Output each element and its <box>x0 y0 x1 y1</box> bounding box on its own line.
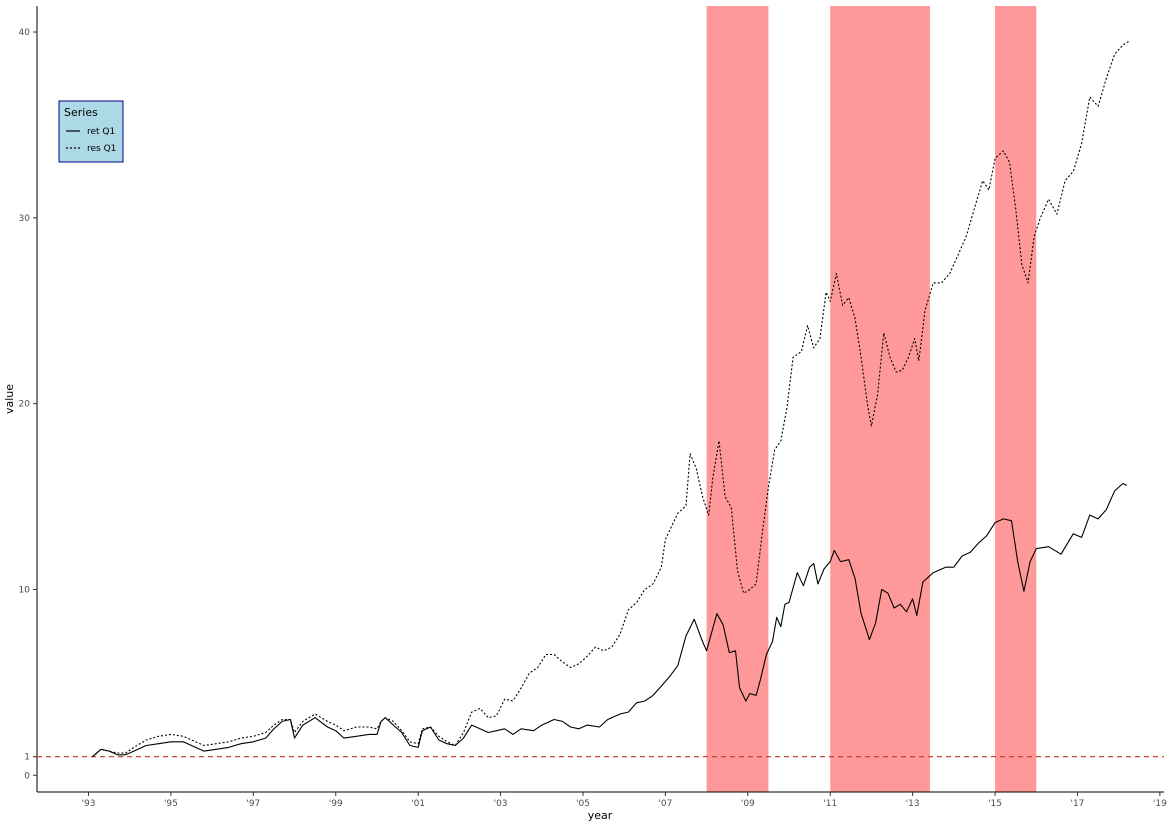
x-tick-label: '07 <box>658 799 672 809</box>
x-tick-label: '19 <box>1153 799 1167 809</box>
x-axis-ticks: '93 '95 '97 '99 '01 '03 '05 '07 '09 '11 '13 '15 '17 '… <box>82 792 1167 809</box>
legend-title: Series <box>64 106 98 119</box>
y-axis-ticks: 0 1 10 20 30 40 <box>19 28 37 781</box>
x-tick-label: '93 <box>82 799 96 809</box>
shaded-region-3 <box>995 6 1037 792</box>
legend: Series ret Q1 res Q1 <box>58 100 124 163</box>
y-tick-label: 0 <box>24 771 30 781</box>
x-tick-label: '95 <box>164 799 178 809</box>
y-tick-label: 10 <box>19 585 31 595</box>
y-tick-label: 1 <box>24 753 30 763</box>
x-tick-label: '09 <box>741 799 755 809</box>
x-tick-label: '03 <box>494 799 508 809</box>
series-line-ret-q1 <box>92 482 1128 758</box>
x-tick-label: '15 <box>988 799 1002 809</box>
legend-label-ret-q1: ret Q1 <box>87 127 115 137</box>
y-axis-title: value <box>3 384 16 414</box>
x-tick-label: '97 <box>246 799 260 809</box>
x-tick-label: '13 <box>906 799 920 809</box>
series-lines <box>92 40 1130 758</box>
x-tick-label: '99 <box>329 799 343 809</box>
x-tick-label: '17 <box>1070 799 1084 809</box>
x-axis-title: year <box>588 809 613 822</box>
x-tick-label: '01 <box>411 799 425 809</box>
y-tick-label: 40 <box>19 28 31 38</box>
series-line-res-q1 <box>92 40 1130 758</box>
shaded-region-2 <box>830 6 930 792</box>
x-tick-label: '11 <box>823 799 837 809</box>
shaded-region-1 <box>706 6 769 792</box>
legend-label-res-q1: res Q1 <box>87 144 116 154</box>
y-tick-label: 20 <box>19 400 31 410</box>
y-tick-label: 30 <box>19 214 31 224</box>
shaded-periods <box>706 6 1037 792</box>
x-tick-label: '05 <box>576 799 590 809</box>
